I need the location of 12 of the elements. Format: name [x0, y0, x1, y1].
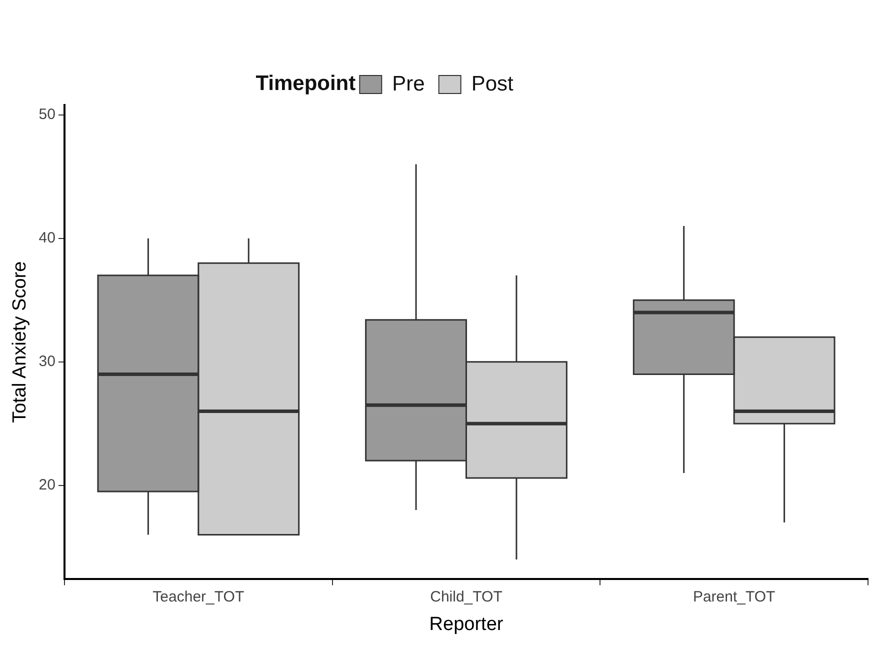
x-tick-label: Child_TOT — [430, 588, 502, 606]
y-tick-label: 50 — [38, 106, 56, 124]
x-tick-label: Parent_TOT — [692, 588, 776, 606]
legend-label: Post — [471, 72, 514, 96]
y-tick-label: 20 — [38, 476, 56, 494]
y-tick-label: 40 — [38, 230, 56, 247]
x-axis-title: Reporter — [429, 614, 504, 635]
y-axis-title: Total Anxiety Score — [10, 261, 31, 423]
x-tick-label: Teacher_TOT — [152, 588, 244, 606]
y-tick-label: 30 — [38, 353, 56, 370]
legend-title: Timepoint — [256, 72, 356, 96]
legend-label: Pre — [392, 72, 425, 96]
